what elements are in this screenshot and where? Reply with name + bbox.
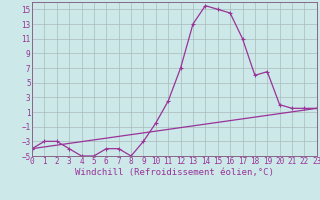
X-axis label: Windchill (Refroidissement éolien,°C): Windchill (Refroidissement éolien,°C) <box>75 168 274 177</box>
